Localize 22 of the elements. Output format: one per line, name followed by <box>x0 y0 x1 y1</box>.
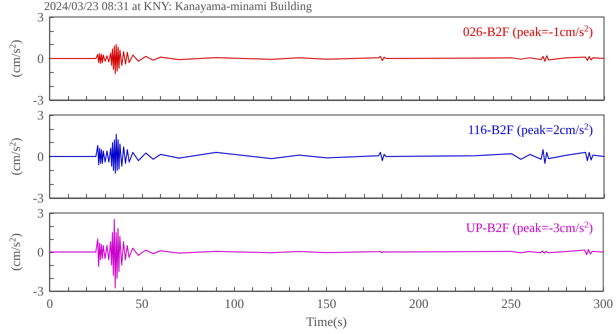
y-axis-title: (cm/s2) <box>8 40 23 78</box>
chart-title: 2024/03/23 08:31 at KNY: Kanayama-minami Building <box>44 0 312 13</box>
y-tick-label: 0 <box>37 51 44 66</box>
x-tick-label: 200 <box>408 296 428 312</box>
y-tick-label: 3 <box>37 206 44 220</box>
y-tick-label: 0 <box>37 244 44 260</box>
y-axis-title: (cm/s2) <box>8 138 23 176</box>
y-tick-label: 3 <box>37 10 44 24</box>
y-tick-label: -3 <box>32 190 44 206</box>
x-tick-label: 100 <box>224 296 244 312</box>
y-tick-label: -3 <box>32 284 44 299</box>
x-axis-title: Time(s) <box>306 314 347 329</box>
x-tick-label: 300 <box>594 296 613 312</box>
line-series <box>49 44 604 74</box>
x-tick-label: 150 <box>316 296 336 312</box>
y-tick-label: -3 <box>32 92 44 108</box>
x-tick-label: 250 <box>501 296 521 312</box>
line-series <box>49 219 604 288</box>
y-tick-label: 0 <box>37 149 44 164</box>
y-tick-label: 3 <box>37 108 44 122</box>
y-axis-title: (cm/s2) <box>8 233 23 271</box>
x-tick-label: 50 <box>135 296 148 312</box>
